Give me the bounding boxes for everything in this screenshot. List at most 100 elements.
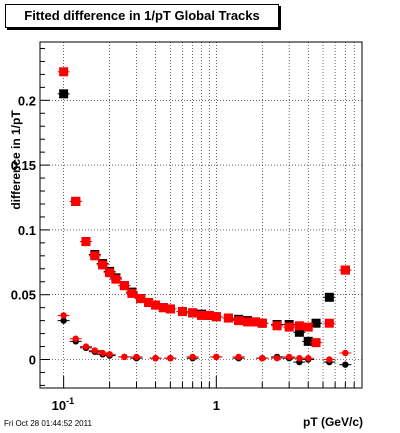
data-point [164, 304, 176, 313]
x-axis-label: pT (GeV/c) [303, 415, 363, 429]
data-point [271, 355, 283, 361]
square-marker [325, 293, 334, 302]
circle-marker [73, 336, 79, 342]
chart-title: Fitted difference in 1/pT Global Tracks [6, 8, 278, 23]
data-point [89, 251, 101, 260]
data-point [187, 308, 199, 317]
square-marker [59, 67, 68, 76]
square-marker [312, 319, 321, 328]
data-point [80, 237, 92, 246]
circle-marker [213, 354, 219, 360]
data-point [302, 355, 314, 361]
data-point [126, 289, 138, 298]
circle-marker [189, 354, 195, 360]
data-point [150, 355, 162, 361]
data-point [323, 319, 335, 328]
square-marker [304, 337, 313, 346]
y-tick-label: 0.05 [11, 288, 36, 303]
data-point [130, 354, 142, 360]
circle-marker [133, 354, 139, 360]
circle-marker [326, 356, 332, 362]
square-marker [136, 294, 145, 303]
data-point [323, 293, 335, 302]
data-point [339, 266, 351, 275]
data-point [293, 321, 305, 330]
data-point [118, 354, 130, 360]
circle-marker [99, 350, 105, 356]
square-marker [90, 251, 99, 260]
x-tick-label-1: 1 [213, 398, 220, 413]
square-marker [111, 275, 120, 284]
y-tick-label: 0 [29, 352, 36, 367]
data-point [339, 350, 351, 356]
square-marker [258, 319, 267, 328]
circle-marker [296, 355, 302, 361]
circle-marker [259, 355, 265, 361]
data-point [187, 354, 199, 360]
x-tick-labels: 10-1 1 [52, 396, 220, 413]
circle-marker [60, 312, 66, 318]
circle-marker [152, 355, 158, 361]
circle-marker [342, 361, 348, 367]
data-point [164, 355, 176, 361]
data-point [80, 343, 92, 349]
square-marker [188, 308, 197, 317]
grid-lines [40, 42, 362, 388]
square-marker [166, 304, 175, 313]
plot-border [40, 42, 362, 388]
circle-marker [106, 351, 112, 357]
data-point [222, 314, 234, 323]
y-axis-label: difference in 1/pT [9, 110, 23, 210]
data-point [97, 260, 109, 269]
y-tick-label: 0.2 [18, 93, 36, 108]
square-marker [98, 260, 107, 269]
date-stamp: Fri Oct 28 01:44:52 2011 [4, 419, 92, 428]
square-marker [212, 312, 221, 321]
data-point [233, 354, 245, 360]
square-marker [312, 338, 321, 347]
circle-marker [286, 354, 292, 360]
data-point [58, 89, 70, 98]
data-point [58, 312, 70, 318]
data-point [256, 355, 268, 361]
circle-marker [167, 355, 173, 361]
plot-frame [40, 42, 362, 388]
x-tick-label-0.1: 10-1 [52, 396, 74, 413]
circle-marker [274, 355, 280, 361]
data-points [58, 67, 352, 368]
data-point [58, 67, 70, 76]
square-marker [120, 281, 129, 290]
square-marker [295, 321, 304, 330]
data-point [210, 354, 222, 360]
square-marker [178, 307, 187, 316]
data-point [283, 354, 295, 360]
square-marker [151, 301, 160, 310]
square-marker [81, 237, 90, 246]
square-marker [304, 323, 313, 332]
circle-marker [342, 350, 348, 356]
data-point [210, 312, 222, 321]
data-point [176, 307, 188, 316]
square-marker [285, 323, 294, 332]
data-point [302, 323, 314, 332]
square-marker [127, 289, 136, 298]
circle-marker [121, 354, 127, 360]
data-point [310, 338, 322, 347]
data-point [256, 319, 268, 328]
data-point [233, 316, 245, 325]
circle-marker [235, 354, 241, 360]
data-point [283, 323, 295, 332]
square-marker [325, 319, 334, 328]
square-marker [273, 321, 282, 330]
axis-ticks [40, 48, 362, 388]
y-tick-label: 0.1 [18, 223, 36, 238]
circle-marker [83, 343, 89, 349]
square-marker [71, 197, 80, 206]
square-marker [224, 314, 233, 323]
chart-title-box: Fitted difference in 1/pT Global Tracks [5, 4, 279, 28]
square-marker [59, 89, 68, 98]
circle-marker [305, 355, 311, 361]
data-point [118, 281, 130, 290]
data-point [339, 361, 351, 367]
